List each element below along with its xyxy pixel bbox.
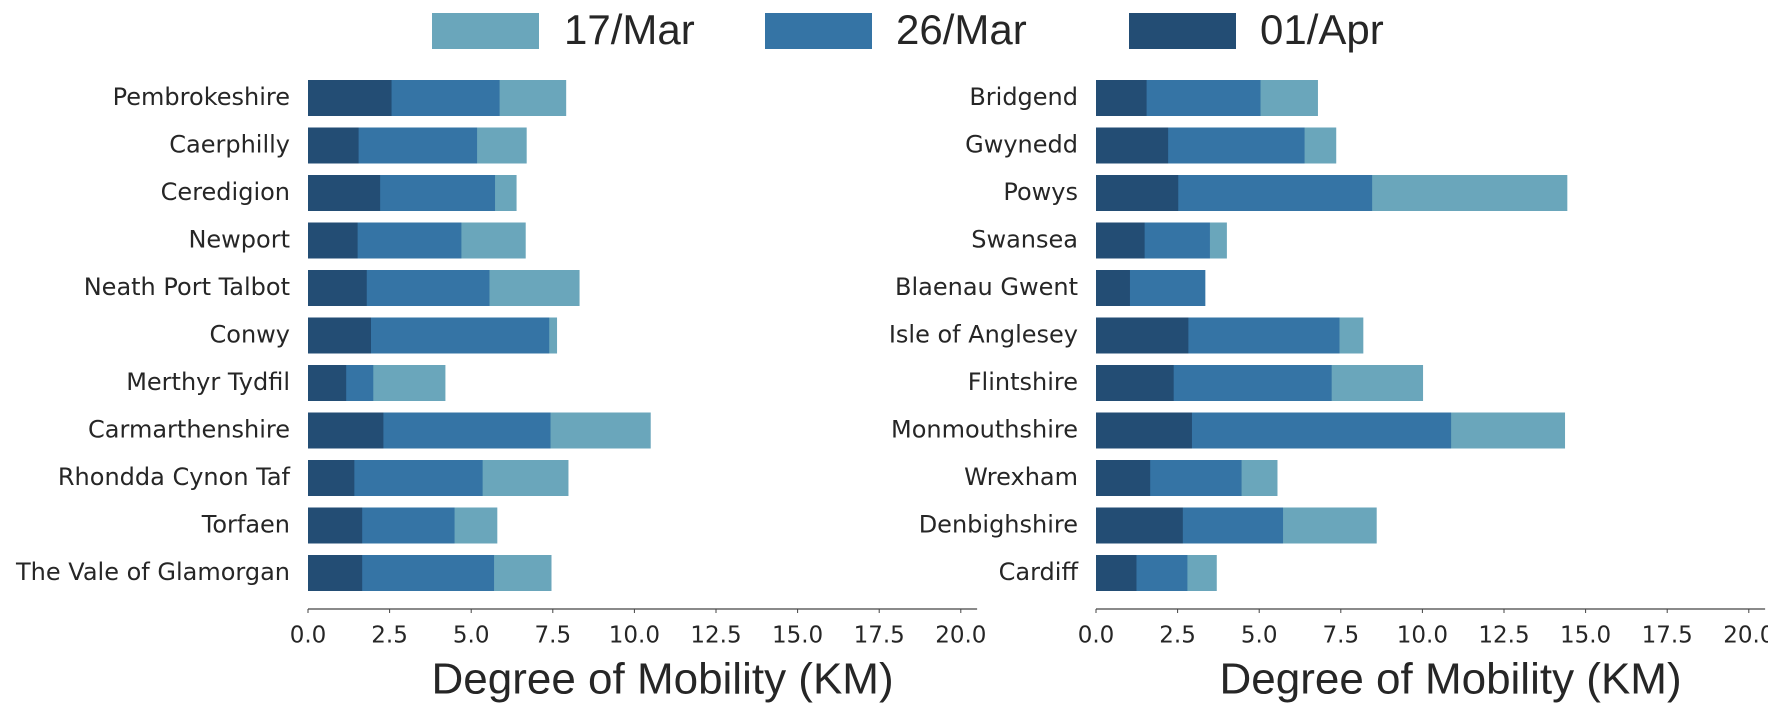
- legend-swatch: [1129, 13, 1236, 49]
- bar: [308, 317, 371, 354]
- category-label: Ceredigion: [161, 178, 290, 206]
- category-label: Pembrokeshire: [113, 83, 290, 111]
- legend-label: 26/Mar: [896, 6, 1027, 53]
- category-label: Merthyr Tydfil: [126, 368, 290, 396]
- bar: [308, 460, 355, 496]
- category-label: Newport: [188, 226, 290, 254]
- bar: [1096, 555, 1137, 591]
- x-tick-label: 2.5: [371, 623, 408, 649]
- bar: [308, 80, 392, 116]
- legend-label: 01/Apr: [1260, 6, 1384, 53]
- bar: [308, 365, 347, 401]
- legend-label: 17/Mar: [564, 6, 695, 53]
- bar: [1096, 507, 1183, 544]
- category-label: Powys: [1003, 178, 1078, 206]
- bar: [308, 175, 381, 211]
- bar: [308, 270, 367, 306]
- category-label: Neath Port Talbot: [84, 273, 290, 301]
- x-tick-label: 0.0: [290, 623, 327, 649]
- legend-swatch: [432, 13, 539, 49]
- category-label: Torfaen: [201, 511, 290, 539]
- category-label: Monmouthshire: [891, 416, 1078, 444]
- x-tick-label: 20.0: [935, 623, 986, 649]
- x-axis-label: Degree of Mobility (KM): [431, 655, 893, 704]
- category-label: Blaenau Gwent: [895, 273, 1078, 301]
- category-label: Rhondda Cynon Taf: [58, 463, 291, 491]
- x-tick-label: 5.0: [453, 623, 490, 649]
- bar: [308, 507, 363, 544]
- category-label: Carmarthenshire: [88, 416, 290, 444]
- bar: [1096, 317, 1189, 354]
- bar: [1096, 412, 1192, 449]
- category-label: Wrexham: [964, 463, 1078, 491]
- x-tick-label: 12.5: [690, 623, 741, 649]
- bar: [308, 412, 384, 449]
- category-label: The Vale of Glamorgan: [15, 558, 290, 586]
- x-tick-label: 15.0: [772, 623, 823, 649]
- x-tick-label: 17.5: [854, 623, 905, 649]
- bar: [308, 555, 363, 591]
- x-tick-label: 2.5: [1159, 623, 1196, 649]
- bar: [308, 222, 358, 259]
- x-tick-label: 17.5: [1642, 623, 1693, 649]
- x-tick-label: 10.0: [609, 623, 660, 649]
- category-label: Bridgend: [969, 83, 1078, 111]
- x-axis-label: Degree of Mobility (KM): [1219, 655, 1681, 704]
- x-tick-label: 7.5: [1323, 623, 1360, 649]
- category-label: Flintshire: [968, 368, 1078, 396]
- x-tick-label: 12.5: [1478, 623, 1529, 649]
- x-tick-label: 0.0: [1078, 623, 1115, 649]
- bar: [1096, 365, 1174, 401]
- category-label: Isle of Anglesey: [889, 321, 1078, 349]
- category-label: Caerphilly: [169, 131, 290, 159]
- category-label: Denbighshire: [919, 511, 1078, 539]
- bar: [1096, 80, 1147, 116]
- category-label: Swansea: [971, 226, 1078, 254]
- category-label: Cardiff: [999, 558, 1079, 586]
- x-tick-label: 5.0: [1241, 623, 1278, 649]
- x-tick-label: 15.0: [1560, 623, 1611, 649]
- category-label: Gwynedd: [965, 131, 1078, 159]
- bar: [1096, 175, 1179, 211]
- bar: [308, 127, 359, 164]
- legend-swatch: [765, 13, 872, 49]
- x-tick-label: 10.0: [1397, 623, 1448, 649]
- bar: [1096, 460, 1151, 496]
- bar: [1096, 127, 1169, 164]
- category-label: Conwy: [210, 321, 290, 349]
- x-tick-label: 20.0: [1723, 623, 1768, 649]
- bar: [1096, 222, 1145, 259]
- x-tick-label: 7.5: [535, 623, 572, 649]
- bar: [1096, 270, 1130, 306]
